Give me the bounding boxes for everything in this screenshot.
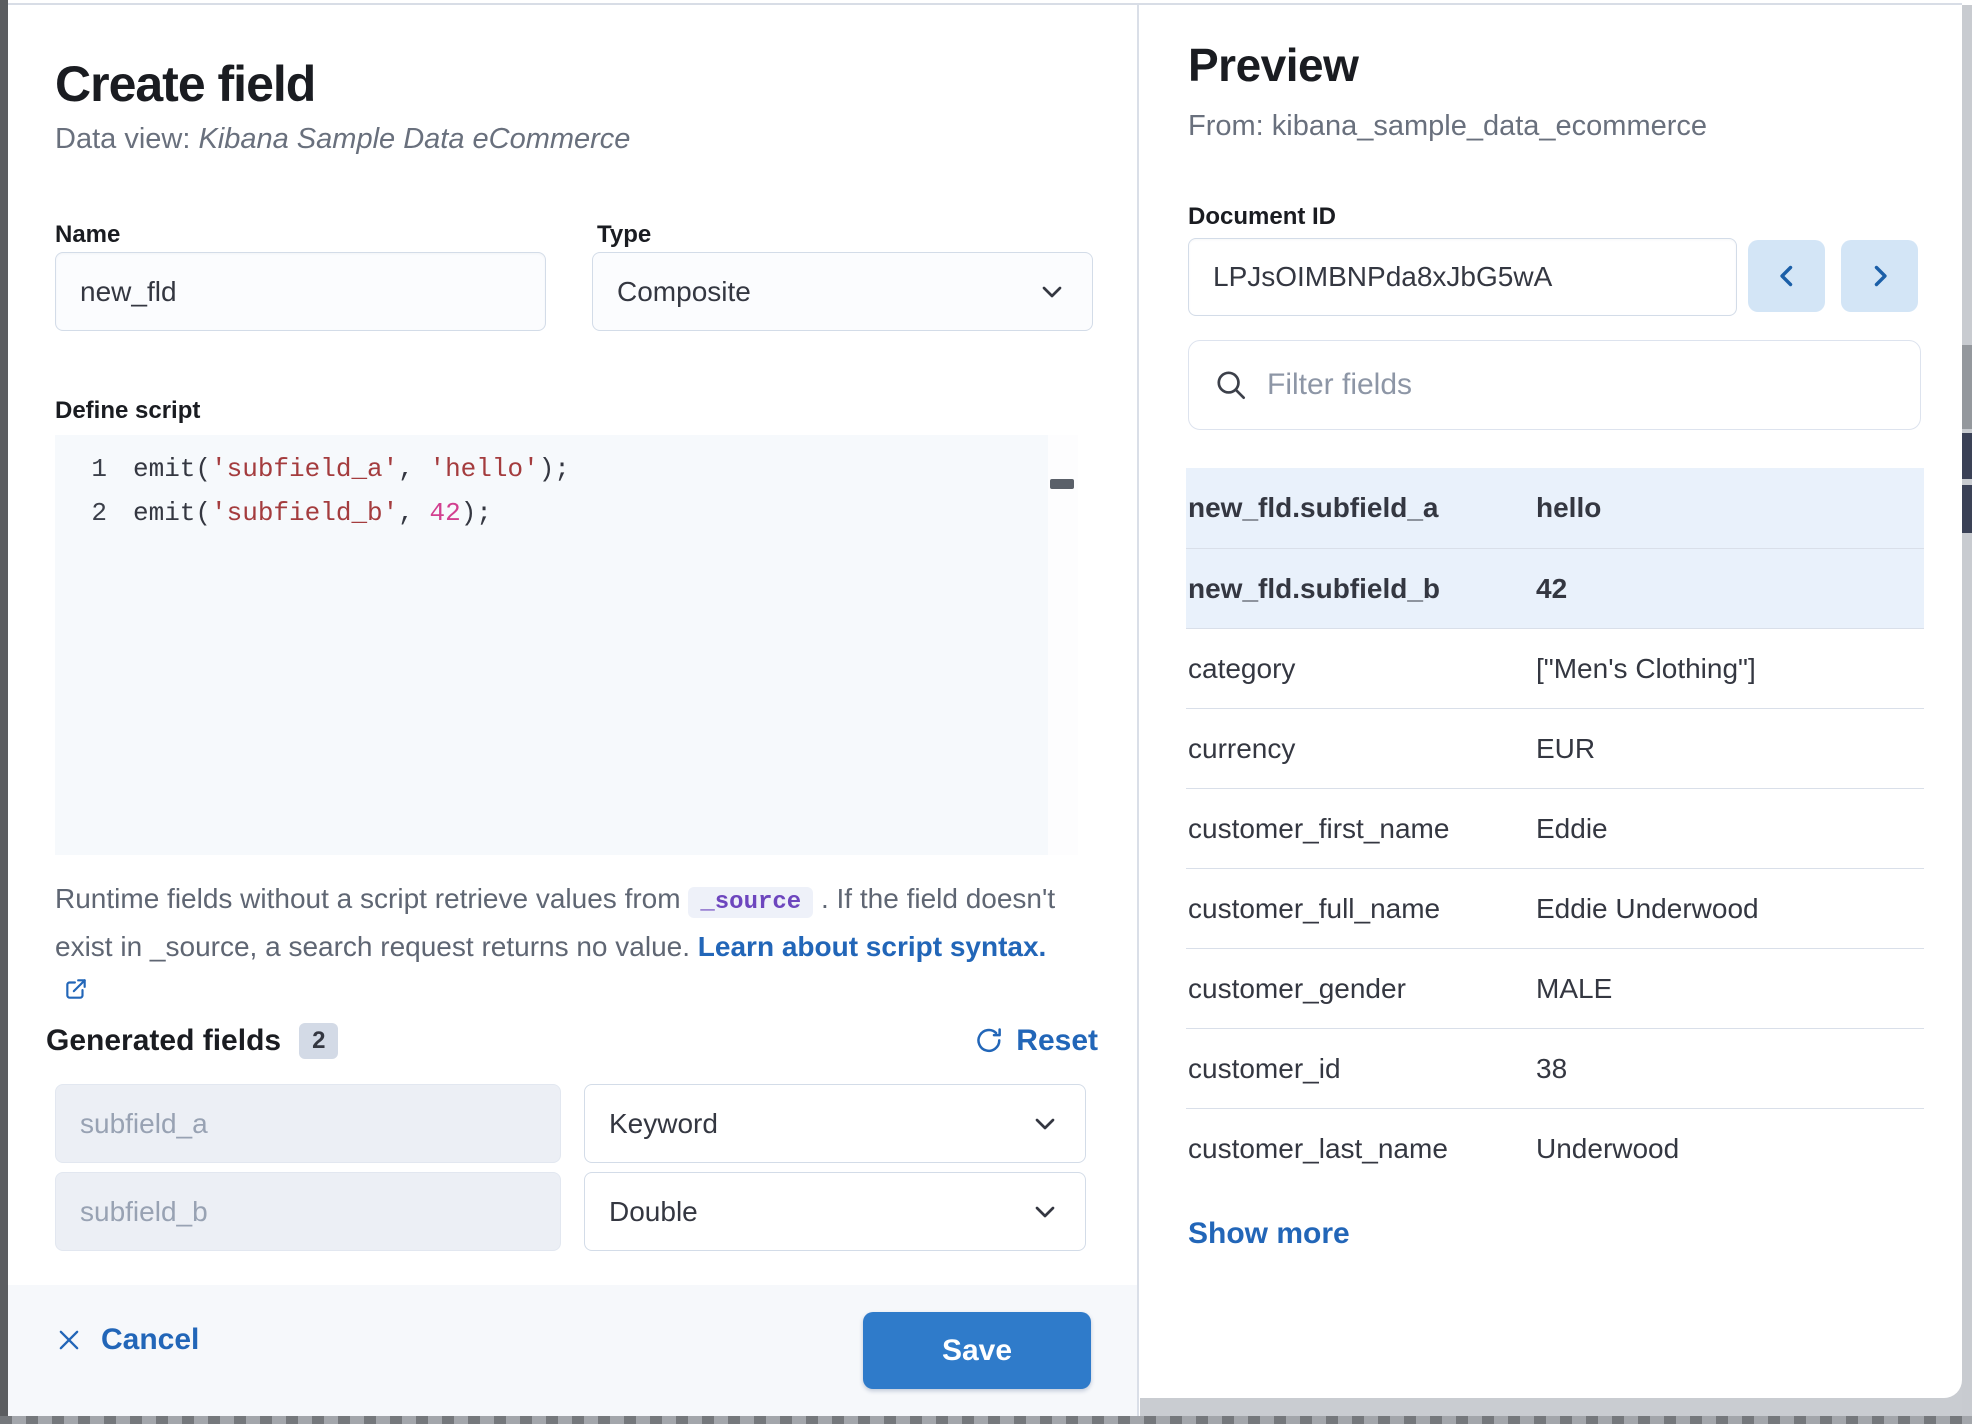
source-code-badge: _source bbox=[688, 887, 814, 918]
bottom-scrollbar-strip[interactable] bbox=[0, 1416, 1972, 1424]
subfield-a-name-input bbox=[55, 1084, 561, 1163]
top-border bbox=[8, 3, 1962, 5]
field-value: 38 bbox=[1536, 1052, 1568, 1084]
table-row: new_fld.subfield_b 42 bbox=[1186, 548, 1924, 628]
preview-title: Preview bbox=[1188, 39, 1359, 91]
table-row: customer_full_name Eddie Underwood bbox=[1186, 868, 1924, 948]
name-label: Name bbox=[55, 221, 121, 248]
subfield-b-type-select[interactable]: Double bbox=[584, 1172, 1086, 1251]
right-scrollbar-strip[interactable] bbox=[1962, 5, 1972, 1416]
panel-divider bbox=[1137, 5, 1139, 1416]
field-name: category bbox=[1188, 652, 1296, 684]
field-name: customer_last_name bbox=[1188, 1132, 1448, 1164]
close-icon bbox=[55, 1326, 83, 1354]
chevron-right-icon bbox=[1863, 259, 1897, 293]
chevron-down-icon bbox=[1029, 1196, 1061, 1228]
flyout-footer: Cancel Save bbox=[8, 1285, 1137, 1416]
table-row: customer_id 38 bbox=[1186, 1028, 1924, 1108]
editor-scrollbar-track bbox=[1048, 435, 1078, 855]
page-title: Create field bbox=[55, 56, 316, 112]
table-row: category ["Men's Clothing"] bbox=[1186, 628, 1924, 708]
field-value: Eddie Underwood bbox=[1536, 892, 1759, 924]
generated-fields-heading: Generated fields bbox=[46, 1024, 282, 1057]
table-row: new_fld.subfield_a hello bbox=[1186, 468, 1924, 548]
data-view-label: Data view: bbox=[55, 123, 199, 155]
field-value: EUR bbox=[1536, 732, 1596, 764]
document-id-input[interactable] bbox=[1188, 238, 1737, 316]
field-value: hello bbox=[1536, 492, 1602, 523]
field-name: new_fld.subfield_a bbox=[1188, 492, 1439, 523]
preview-panel: Preview From: kibana_sample_data_ecommer… bbox=[1140, 5, 1962, 1398]
code-line: 2 emit('subfield_b', 42); bbox=[55, 491, 1078, 535]
reset-button[interactable]: Reset bbox=[974, 1024, 1098, 1058]
cancel-button[interactable]: Cancel bbox=[55, 1323, 199, 1357]
show-more-link[interactable]: Show more bbox=[1188, 1217, 1350, 1250]
filter-fields-input[interactable] bbox=[1188, 340, 1921, 430]
table-row: customer_gender MALE bbox=[1186, 948, 1924, 1028]
generated-fields-count-badge: 2 bbox=[299, 1022, 339, 1060]
next-document-button[interactable] bbox=[1841, 240, 1918, 312]
left-edge-strip bbox=[0, 0, 8, 1424]
data-view-name: Kibana Sample Data eCommerce bbox=[198, 123, 631, 155]
table-row: currency EUR bbox=[1186, 708, 1924, 788]
field-value: 42 bbox=[1536, 572, 1568, 604]
type-select-value: Composite bbox=[617, 275, 751, 307]
chevron-down-icon bbox=[1036, 276, 1068, 308]
save-button[interactable]: Save bbox=[863, 1312, 1091, 1389]
field-name: customer_gender bbox=[1188, 972, 1406, 1004]
script-helper-text: Runtime fields without a script retrieve… bbox=[55, 877, 1067, 1013]
create-field-panel: Create field Data view: Kibana Sample Da… bbox=[8, 5, 1137, 1416]
type-label: Type bbox=[597, 221, 652, 248]
script-editor[interactable]: 1 emit('subfield_a', 'hello'); 2 emit('s… bbox=[55, 435, 1078, 855]
external-link-icon bbox=[63, 976, 89, 1002]
name-input[interactable] bbox=[55, 252, 546, 331]
field-value: MALE bbox=[1536, 972, 1613, 1004]
search-icon bbox=[1212, 366, 1250, 404]
field-name: customer_id bbox=[1188, 1052, 1341, 1084]
field-value: Eddie bbox=[1536, 812, 1608, 844]
field-name: customer_full_name bbox=[1188, 892, 1441, 924]
refresh-icon bbox=[974, 1026, 1004, 1056]
generated-fields-header: Generated fields 2 Reset bbox=[46, 1017, 1098, 1065]
field-name: new_fld.subfield_b bbox=[1188, 572, 1441, 604]
data-view-line: Data view: Kibana Sample Data eCommerce bbox=[55, 123, 630, 156]
subfield-b-name-input bbox=[55, 1172, 561, 1251]
code-line: 1 emit('subfield_a', 'hello'); bbox=[55, 447, 1078, 491]
script-syntax-link[interactable]: Learn about script syntax. bbox=[697, 931, 1047, 962]
field-value: ["Men's Clothing"] bbox=[1536, 652, 1756, 684]
line-number: 1 bbox=[91, 454, 107, 484]
field-value: Underwood bbox=[1536, 1132, 1680, 1164]
previous-document-button[interactable] bbox=[1748, 240, 1825, 312]
subfield-a-type-select[interactable]: Keyword bbox=[584, 1084, 1086, 1163]
document-id-label: Document ID bbox=[1188, 203, 1337, 230]
field-name: customer_first_name bbox=[1188, 812, 1450, 844]
preview-fields-table: new_fld.subfield_a hello new_fld.subfiel… bbox=[1186, 468, 1924, 1188]
table-row: customer_first_name Eddie bbox=[1186, 788, 1924, 868]
chevron-left-icon bbox=[1770, 259, 1804, 293]
type-select[interactable]: Composite bbox=[592, 252, 1093, 331]
filter-fields-wrap bbox=[1188, 340, 1921, 430]
preview-from-line: From: kibana_sample_data_ecommerce bbox=[1188, 110, 1708, 142]
line-number: 2 bbox=[91, 498, 107, 528]
editor-scrollbar-thumb[interactable] bbox=[1050, 479, 1074, 489]
define-script-label: Define script bbox=[55, 397, 201, 424]
chevron-down-icon bbox=[1029, 1108, 1061, 1140]
table-row: customer_last_name Underwood bbox=[1186, 1108, 1924, 1188]
field-name: currency bbox=[1188, 732, 1296, 764]
